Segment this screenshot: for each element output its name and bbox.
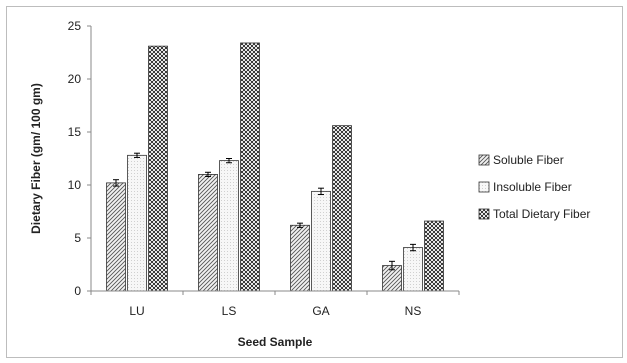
legend-label: Insoluble Fiber <box>493 180 572 194</box>
legend-swatch <box>478 181 490 193</box>
y-tick-label: 15 <box>68 125 82 139</box>
legend-swatch <box>478 208 490 220</box>
bar-soluble-fiber-ga <box>290 224 310 292</box>
bar-soluble-fiber-ls <box>198 173 218 292</box>
bar-insoluble-fiber-ns <box>403 247 423 292</box>
x-tick-label: LU <box>129 304 144 318</box>
legend: Soluble Fiber Insoluble Fiber Total Dietar… <box>478 153 590 221</box>
chart-frame: 0 5 10 15 20 25 LU LS GA NS Dietary Fiber (gm/ 1… <box>6 6 623 358</box>
bar-soluble-fiber-lu <box>106 182 126 292</box>
y-tick-label: 25 <box>68 19 82 33</box>
bar-insoluble-fiber-ls <box>219 160 239 292</box>
bar-total-dietary-fiber-ns <box>424 220 444 292</box>
bar-total-dietary-fiber-ga <box>332 125 352 292</box>
bar-total-dietary-fiber-lu <box>148 45 168 292</box>
y-tick-label: 0 <box>74 284 81 298</box>
bar-insoluble-fiber-lu <box>127 154 147 292</box>
y-tick-label: 20 <box>68 72 82 86</box>
bar-total-dietary-fiber-ls <box>240 42 260 292</box>
y-tick-label: 5 <box>74 231 81 245</box>
bar-insoluble-fiber-ga <box>311 190 331 292</box>
legend-swatch <box>478 154 490 166</box>
legend-label: Total Dietary Fiber <box>493 207 590 221</box>
y-tick-label: 10 <box>68 178 82 192</box>
y-axis-ticks: 0 5 10 15 20 25 <box>68 19 91 298</box>
x-tick-label: GA <box>312 304 329 318</box>
x-axis-ticks: LU LS GA NS <box>90 291 460 318</box>
legend-label: Soluble Fiber <box>493 153 564 167</box>
y-axis-title: Dietary Fiber (gm/ 100 gm) <box>29 83 43 234</box>
x-tick-label: LS <box>222 304 237 318</box>
bar-chart: 0 5 10 15 20 25 LU LS GA NS Dietary Fiber (gm/ 1… <box>29 19 590 349</box>
x-axis-title: Seed Sample <box>238 335 313 349</box>
x-tick-label: NS <box>405 304 422 318</box>
bars <box>106 42 444 292</box>
